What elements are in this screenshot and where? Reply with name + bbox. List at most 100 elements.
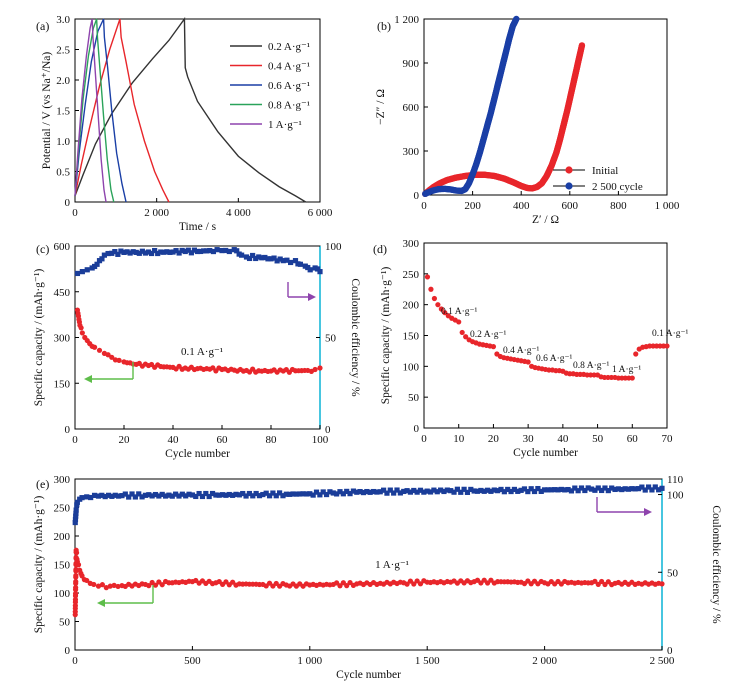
y-tick-label: 200 [403,300,420,312]
data-point [152,491,159,498]
data-point [292,258,299,264]
data-point [656,487,662,493]
y-tick-label: 0 [414,190,420,202]
data-point [511,486,518,493]
legend-entry: 0.4 A·g⁻¹ [268,61,310,73]
panel-label: (e) [36,477,49,491]
data-point [293,491,299,497]
x-tick-label: 100 [312,434,329,446]
data-point [488,488,494,494]
data-point [451,489,457,495]
legend-entry: 0.6 A·g⁻¹ [268,80,310,92]
data-point [127,250,133,256]
y-tick-label: 150 [54,560,71,572]
data-point [74,499,80,505]
data-point [256,493,263,499]
rate-label: 0.8 A·g⁻¹ [573,361,610,371]
panel-e: (e)0 500 1 000 1 500 2 000 2 5000501001502002… [33,474,722,681]
data-point [268,256,274,262]
data-point [625,486,632,492]
data-point [99,492,105,498]
data-point [256,254,262,260]
data-point [246,255,253,262]
y-tick-label: 3.0 [56,14,70,26]
data-point [79,495,85,501]
data-point [118,248,124,254]
series-line-4 [74,18,107,203]
data-point [411,487,417,494]
data-point [115,583,121,590]
y-tick-label: 100 [54,588,71,600]
data-point [578,485,585,491]
rate-label: 0.2 A·g⁻¹ [470,330,507,340]
data-point [173,491,179,497]
x-tick-label: 30 [523,433,535,445]
data-point [664,343,670,349]
data-point [148,250,155,257]
plot-frame [74,478,663,651]
x-tick-label: 40 [557,433,569,445]
data-point [531,488,538,495]
data-point [239,252,245,258]
rate-label: 0.1 A·g⁻¹ [652,329,689,339]
ce-arrow-head [644,508,652,516]
data-point [287,491,293,497]
data-point [96,347,103,353]
data-point [370,488,377,495]
data-point [213,492,219,498]
data-point [397,490,403,496]
data-point [73,510,79,516]
x-tick-label: 0 [421,200,427,212]
data-point [508,488,514,495]
data-point [78,325,84,331]
data-point [91,492,98,498]
data-point [605,579,611,585]
data-point [223,247,229,254]
data-point [629,375,635,381]
y-right-tick-label: 110 [667,474,684,486]
data-point [73,550,80,556]
data-point [246,490,253,497]
y-axis-label: Specific capacity / (mAh·g⁻¹) [380,267,392,405]
y-tick-label: 300 [54,333,71,345]
data-point [622,486,628,492]
data-point [88,494,94,501]
data-point [461,486,467,492]
data-point [72,516,79,523]
rate-label: 0.4 A·g⁻¹ [503,346,540,356]
data-point [303,491,310,497]
data-point [139,248,145,254]
data-point [182,248,188,255]
data-point [652,484,658,490]
data-point [263,490,269,496]
data-point [115,251,121,257]
data-point [464,489,471,495]
y-tick-label: 0 [65,197,71,209]
legend-entry: 0.8 A·g⁻¹ [268,100,310,112]
y-right-axis-label: Coulombic efficiency / % [349,278,361,397]
data-point [170,249,176,255]
data-point [105,352,111,358]
y-right-tick-label: 100 [667,490,684,502]
data-point [300,491,306,497]
data-point [340,491,346,497]
x-tick-label: 0 [72,434,78,446]
data-point [197,248,204,255]
x-tick-label: 0 [72,655,78,667]
series-points-1 [72,484,665,526]
data-point [414,578,420,584]
data-point [79,269,85,275]
data-point [99,582,105,588]
data-point [317,492,323,498]
data-point [219,247,225,254]
data-point [203,490,209,497]
x-tick-label: 400 [513,200,530,212]
series-points-0 [422,42,586,198]
data-point [307,491,313,497]
fit-line-1 [425,18,517,195]
data-point [374,489,380,495]
x-axis-label: Cycle number [165,448,230,460]
data-point [119,493,125,499]
data-point [236,492,242,498]
data-point [347,491,353,497]
